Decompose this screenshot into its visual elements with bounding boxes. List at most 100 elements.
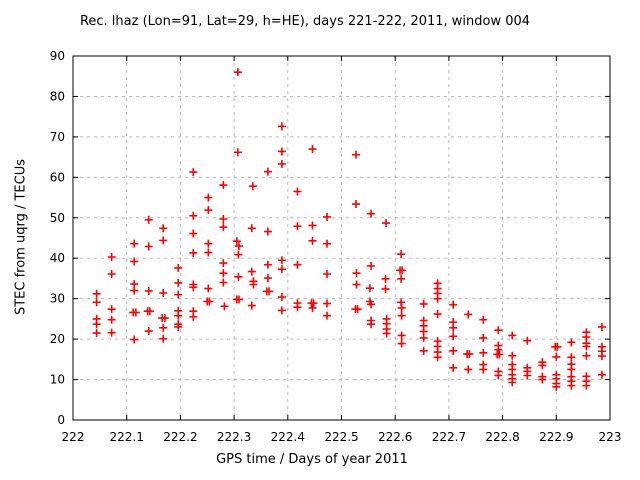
data-point-marker [433, 294, 442, 303]
data-point-marker [277, 147, 286, 156]
data-point-marker [174, 322, 183, 331]
data-point-marker [219, 269, 228, 278]
data-point-marker [367, 261, 376, 270]
data-point-marker [204, 193, 213, 202]
data-point-marker [397, 250, 406, 259]
x-tick-label: 222.8 [485, 430, 519, 444]
x-tick-label: 222.9 [539, 430, 573, 444]
data-point-marker [479, 315, 488, 324]
data-point-marker [367, 300, 376, 309]
data-point-marker [174, 290, 183, 299]
data-point-marker [204, 239, 213, 248]
data-point-marker [277, 159, 286, 168]
data-point-marker [494, 371, 503, 380]
data-point-marker [567, 338, 576, 347]
data-point-marker [265, 287, 274, 296]
data-point-marker [495, 350, 504, 359]
data-point-marker [398, 266, 407, 275]
data-point-marker [419, 299, 428, 308]
data-point-marker [293, 303, 302, 312]
data-point-marker [205, 297, 214, 306]
data-point-marker [107, 305, 116, 314]
data-point-marker [159, 334, 168, 343]
data-point-marker [277, 293, 286, 302]
data-point-marker [174, 263, 183, 272]
data-point-marker [189, 211, 198, 220]
data-point-marker [92, 320, 101, 329]
data-point-marker [219, 181, 228, 190]
y-tick-label: 20 [50, 332, 65, 346]
data-point-marker [130, 239, 139, 248]
x-tick-label: 222.6 [378, 430, 412, 444]
data-point-marker [107, 253, 116, 262]
data-point-marker [219, 278, 228, 287]
data-point-marker [552, 382, 561, 391]
data-point-marker [323, 269, 332, 278]
data-point-marker [234, 242, 243, 251]
data-point-marker [523, 336, 532, 345]
data-point-marker [174, 278, 183, 287]
data-point-marker [449, 300, 458, 309]
x-tick-label: 222 [62, 430, 85, 444]
x-tick-label: 222.3 [217, 430, 251, 444]
data-point-marker [308, 303, 317, 312]
data-point-marker [508, 331, 517, 340]
data-point-marker [131, 308, 140, 317]
data-point-marker [130, 335, 139, 344]
data-point-marker [567, 381, 576, 390]
data-point-marker [308, 236, 317, 245]
data-point-marker [219, 214, 228, 223]
data-point-marker [479, 348, 488, 357]
data-point-marker [582, 351, 591, 360]
data-point-marker [597, 370, 606, 379]
data-point-marker [189, 283, 198, 292]
y-tick-label: 10 [50, 373, 65, 387]
data-point-marker [381, 274, 390, 283]
data-point-marker [419, 333, 428, 342]
data-point-marker [277, 265, 286, 274]
data-point-marker [204, 206, 213, 215]
data-point-marker [449, 332, 458, 341]
data-point-marker [247, 301, 256, 310]
data-point-marker [144, 215, 153, 224]
data-point-marker [494, 326, 503, 335]
data-point-marker [479, 333, 488, 342]
data-point-marker [234, 272, 243, 281]
data-point-marker [323, 239, 332, 248]
data-point-marker [248, 182, 257, 191]
data-point-marker [234, 295, 243, 304]
data-point-marker [293, 260, 302, 269]
data-point-marker [397, 311, 406, 320]
data-point-marker [263, 274, 272, 283]
data-point-marker [352, 269, 361, 278]
data-point-marker [351, 150, 360, 159]
data-point-marker [159, 323, 168, 332]
data-point-marker [263, 167, 272, 176]
data-point-marker [107, 328, 116, 337]
data-point-marker [323, 311, 332, 320]
data-point-marker [538, 375, 547, 384]
data-point-marker [494, 345, 503, 354]
data-point-marker [263, 227, 272, 236]
data-point-marker [449, 323, 458, 332]
data-point-marker [464, 365, 473, 374]
data-point-marker [449, 363, 458, 372]
y-tick-label: 50 [50, 211, 65, 225]
data-point-marker [159, 224, 168, 233]
data-point-marker [433, 353, 442, 362]
data-point-marker [277, 122, 286, 131]
data-point-marker [92, 289, 101, 298]
x-tick-label: 222.1 [110, 430, 144, 444]
data-point-marker [397, 331, 406, 340]
data-point-marker [189, 229, 198, 238]
data-point-marker [130, 286, 139, 295]
y-tick-label: 30 [50, 292, 65, 306]
data-point-marker [219, 259, 228, 268]
data-point-marker [419, 346, 428, 355]
data-point-marker [323, 212, 332, 221]
data-point-marker [508, 378, 517, 387]
data-point-marker [367, 209, 376, 218]
data-point-marker [277, 306, 286, 315]
data-point-marker [323, 299, 332, 308]
data-point-marker [449, 346, 458, 355]
